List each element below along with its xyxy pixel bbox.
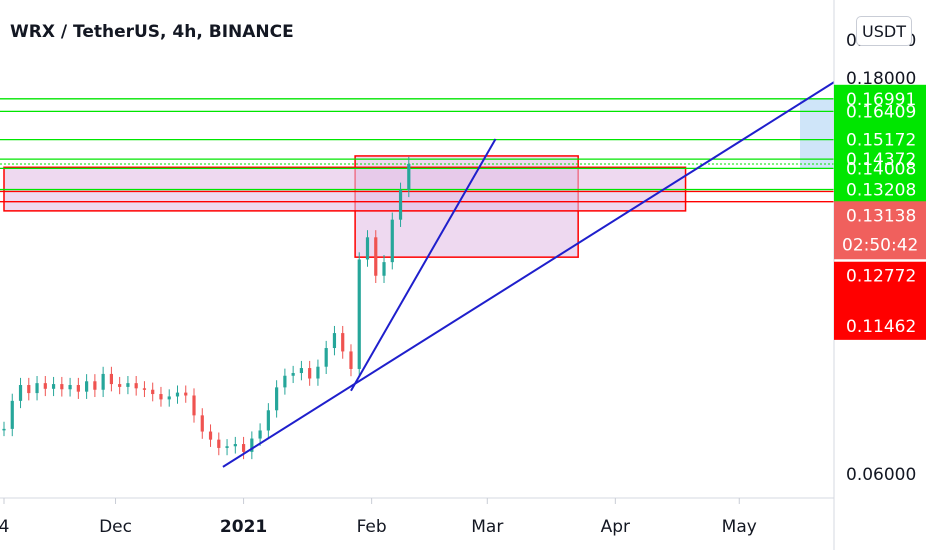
badge-0.11462: 0.11462 xyxy=(846,317,916,337)
badge-0.13208: 0.13208 xyxy=(846,181,916,201)
green-badge-block xyxy=(834,84,926,204)
candle-body xyxy=(349,351,353,369)
price-axis-label: 0.18000 xyxy=(846,69,916,89)
candle-body xyxy=(118,384,122,387)
candle-body xyxy=(126,383,130,387)
candle-body xyxy=(275,387,279,411)
zones-layer xyxy=(3,98,834,258)
candle-body xyxy=(283,375,287,388)
candle-body xyxy=(299,368,304,374)
candle-body xyxy=(93,381,97,390)
candle-body xyxy=(200,415,204,432)
horizontal-levels-layer xyxy=(0,98,834,203)
trendlines-layer xyxy=(222,81,835,468)
candle-body xyxy=(27,385,31,394)
trendline-0 xyxy=(222,81,835,468)
time-axis-label: May xyxy=(722,517,757,537)
time-axis-label: Dec xyxy=(99,517,132,537)
chart-title: WRX / TetherUS, 4h, BINANCE xyxy=(10,22,294,42)
candle-body xyxy=(357,259,361,369)
time-axis-label: Feb xyxy=(357,517,387,537)
badge-0.14372: 0.14372 xyxy=(846,150,916,170)
candle-body xyxy=(217,439,221,448)
candle-body xyxy=(266,410,270,431)
candle-body xyxy=(192,395,196,416)
current-price-badge-bg xyxy=(834,201,926,260)
candle-body xyxy=(184,392,188,396)
candle-body xyxy=(258,430,262,439)
candle-body xyxy=(374,237,378,276)
candle-body xyxy=(291,373,295,376)
candle-body xyxy=(134,383,138,389)
candle-body xyxy=(208,431,213,440)
candle-body xyxy=(51,384,56,389)
time-axis-label: Apr xyxy=(601,517,630,537)
currency-unit-button[interactable]: USDT xyxy=(856,16,912,46)
candles-layer xyxy=(2,156,411,460)
candle-body xyxy=(43,383,47,389)
candle-body xyxy=(101,373,105,390)
candle-body xyxy=(341,333,345,352)
badge-0.16991: 0.16991 xyxy=(846,90,916,110)
badge-0.12772: 0.12772 xyxy=(846,267,916,287)
price-axis-label: 0.06000 xyxy=(846,465,916,485)
candle-body xyxy=(76,385,80,392)
candle-body xyxy=(85,381,89,392)
countdown-badge: 02:50:42 xyxy=(842,235,918,255)
time-axis-labels: 4 Dec 2021 Feb Mar Apr May xyxy=(0,498,757,537)
candle-body xyxy=(324,348,328,367)
badge-0.13138: 0.13138 xyxy=(846,206,916,226)
time-axis-label: Mar xyxy=(471,517,503,537)
candle-body xyxy=(167,396,171,400)
candle-body xyxy=(225,446,229,448)
candle-body xyxy=(2,428,6,431)
badge-0.16409: 0.16409 xyxy=(846,102,916,122)
trendline-1 xyxy=(350,138,497,392)
candle-body xyxy=(241,444,246,452)
time-axis-label: 4 xyxy=(0,517,9,537)
candle-body xyxy=(390,219,394,263)
candle-body xyxy=(365,237,370,260)
candle-body xyxy=(332,333,337,349)
candle-body xyxy=(68,385,72,390)
badge-0.15172: 0.15172 xyxy=(846,131,916,151)
red-badge-block xyxy=(834,261,926,340)
candle-body xyxy=(10,400,14,429)
candle-body xyxy=(308,368,312,379)
candle-body xyxy=(233,444,237,447)
candle-body xyxy=(382,262,386,276)
candle-body xyxy=(407,163,411,190)
badge-0.14008: 0.14008 xyxy=(846,159,916,179)
candle-body xyxy=(175,392,180,397)
candle-body xyxy=(109,373,113,385)
position-highlight xyxy=(800,98,834,169)
candle-body xyxy=(60,384,64,390)
candle-body xyxy=(151,389,155,395)
candle-body xyxy=(250,438,254,452)
candle-body xyxy=(142,388,147,390)
candle-body xyxy=(18,385,23,401)
candle-body xyxy=(398,189,403,220)
time-axis-label: 2021 xyxy=(220,517,267,537)
candle-body xyxy=(35,383,39,394)
candle-body xyxy=(316,366,320,379)
candle-body xyxy=(159,394,163,400)
